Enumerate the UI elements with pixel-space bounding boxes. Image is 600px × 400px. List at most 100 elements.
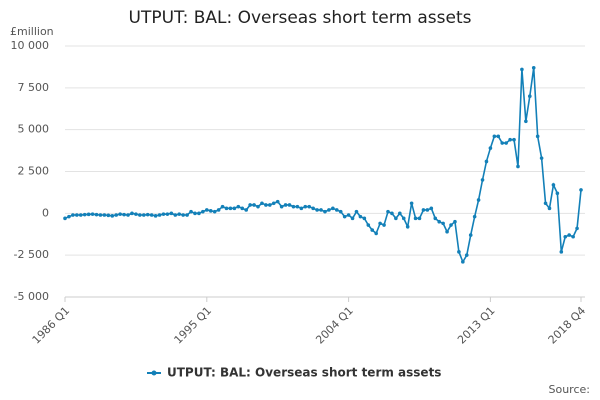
y-tick-label: 10 000 <box>11 39 50 52</box>
data-point <box>145 212 150 217</box>
data-point <box>374 231 378 236</box>
data-point <box>441 221 445 226</box>
data-point <box>311 206 315 211</box>
data-point <box>508 137 512 142</box>
data-point <box>484 159 489 164</box>
data-point <box>579 188 583 192</box>
data-point <box>78 213 83 217</box>
data-point <box>232 206 237 211</box>
data-point <box>86 212 91 217</box>
data-point <box>496 134 501 139</box>
data-point <box>244 208 248 212</box>
data-point <box>571 234 575 239</box>
data-point <box>90 212 95 216</box>
data-point <box>567 233 571 237</box>
data-point <box>193 211 197 216</box>
data-point <box>394 216 398 221</box>
y-tick-label: 5 000 <box>18 123 50 136</box>
data-point <box>334 208 339 212</box>
data-point <box>539 156 544 160</box>
data-point <box>488 146 493 150</box>
data-point <box>527 94 532 98</box>
data-point <box>331 206 335 211</box>
x-tick-label: 1995 Q1 <box>172 304 215 347</box>
data-point <box>236 204 241 209</box>
data-point <box>492 134 497 139</box>
data-point <box>398 211 402 216</box>
data-point <box>275 199 280 204</box>
data-point <box>165 212 170 216</box>
data-point <box>208 209 213 213</box>
data-point <box>437 219 441 224</box>
data-point <box>354 209 359 214</box>
data-point <box>386 209 390 214</box>
data-point <box>295 204 300 209</box>
data-point <box>401 216 406 221</box>
data-point <box>102 213 107 217</box>
data-point <box>134 212 138 216</box>
data-point <box>75 213 79 217</box>
data-point <box>189 209 193 214</box>
legend-label: UTPUT: BAL: Overseas short term assets <box>167 366 441 380</box>
data-point <box>122 212 126 217</box>
legend-marker <box>151 370 157 376</box>
data-point <box>504 141 508 145</box>
data-point <box>283 203 288 207</box>
data-point <box>346 213 351 217</box>
data-point <box>551 183 556 187</box>
data-point <box>98 213 103 217</box>
data-point <box>252 203 256 207</box>
y-tick-label: 0 <box>42 206 49 219</box>
data-point <box>468 233 473 237</box>
data-point <box>425 208 430 212</box>
data-point <box>559 250 564 254</box>
data-point <box>307 204 312 209</box>
data-point <box>157 213 162 217</box>
source: Source: <box>549 383 591 396</box>
data-point <box>181 213 185 217</box>
data-point <box>547 206 552 211</box>
data-point <box>405 224 410 229</box>
data-point <box>201 209 205 214</box>
data-point <box>342 214 347 219</box>
data-point <box>445 229 449 234</box>
data-point <box>240 206 245 211</box>
data-point <box>472 214 477 219</box>
chart-title: UTPUT: BAL: Overseas short term assets <box>129 8 472 28</box>
x-tick-label: 2018 Q4 <box>546 304 589 347</box>
data-point <box>260 201 264 206</box>
data-point <box>421 208 426 212</box>
data-point <box>338 209 343 214</box>
data-point <box>366 223 371 227</box>
data-point <box>413 216 418 221</box>
data-point <box>319 208 323 212</box>
data-point <box>153 214 158 218</box>
data-point <box>453 219 457 224</box>
data-point <box>71 213 75 217</box>
data-point <box>216 208 221 212</box>
data-point <box>268 203 272 207</box>
data-point <box>228 206 233 211</box>
data-point <box>512 137 516 142</box>
y-tick-label: 7 500 <box>18 81 50 94</box>
data-point <box>409 201 414 206</box>
data-point <box>220 204 225 209</box>
data-point <box>126 213 130 217</box>
data-point <box>169 211 174 216</box>
data-point <box>382 223 386 227</box>
y-tick-label: -2 500 <box>14 248 49 261</box>
data-point <box>63 216 67 221</box>
data-point <box>177 212 182 216</box>
data-point <box>248 203 252 207</box>
data-point <box>118 212 122 216</box>
data-point <box>299 206 304 211</box>
data-point <box>555 191 560 196</box>
data-point <box>370 228 375 232</box>
data-point <box>212 209 217 214</box>
data-point <box>149 213 154 217</box>
x-tick-label: 1986 Q1 <box>30 304 73 347</box>
data-point <box>563 234 568 239</box>
data-point <box>480 178 485 182</box>
data-point <box>82 212 87 217</box>
data-point <box>161 212 166 216</box>
